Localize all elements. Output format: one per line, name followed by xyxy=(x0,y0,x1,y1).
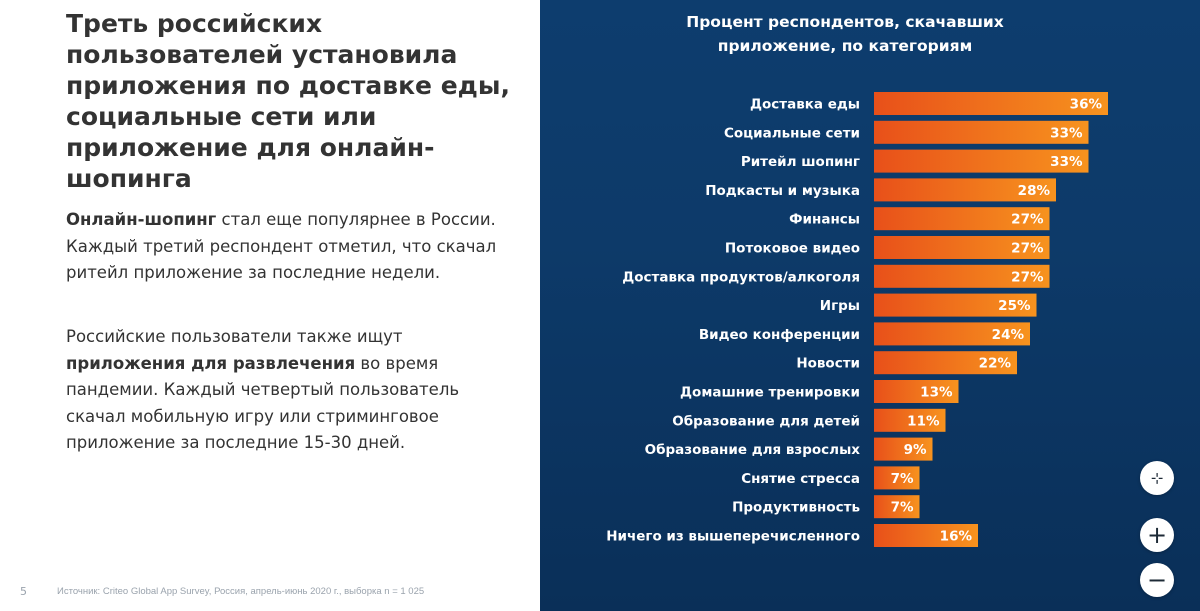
value-label: 16% xyxy=(940,529,973,545)
value-label: 13% xyxy=(920,385,953,401)
category-label: Снятие стресса xyxy=(741,471,860,487)
category-label: Ритейл шопинг xyxy=(741,154,860,170)
chart-title: Процент респондентов, скачавших приложен… xyxy=(686,13,1004,55)
value-label: 36% xyxy=(1070,97,1103,113)
category-label: Финансы xyxy=(789,212,860,228)
category-label: Подкасты и музыка xyxy=(705,183,860,199)
value-label: 28% xyxy=(1018,183,1051,199)
paragraph-bold: Онлайн-шопинг xyxy=(66,210,217,229)
bar xyxy=(874,264,1050,288)
value-label: 9% xyxy=(904,442,927,458)
minus-icon: − xyxy=(1146,566,1168,594)
text-panel: Треть российских пользователей установил… xyxy=(0,0,540,611)
category-label: Ничего из вышеперечисленного xyxy=(606,529,860,545)
category-label: Новости xyxy=(796,356,860,372)
paragraph-bold: приложения для развлечения xyxy=(66,353,356,373)
value-label: 22% xyxy=(979,356,1012,372)
value-label: 27% xyxy=(1011,269,1044,285)
value-label: 11% xyxy=(907,413,940,429)
bar xyxy=(874,293,1037,317)
category-label: Доставка еды xyxy=(750,97,860,113)
category-label: Потоковое видео xyxy=(725,241,860,257)
page-number: 5 xyxy=(20,585,27,598)
paragraph-text-before: Российские пользователи также ищут xyxy=(66,327,403,346)
bar xyxy=(874,495,920,519)
paragraph-online-shopping: Онлайн-шопинг стал еще популярнее в Росс… xyxy=(66,207,516,287)
value-label: 24% xyxy=(992,327,1025,343)
zoom-out-button[interactable]: − xyxy=(1140,563,1174,597)
zoom-in-button[interactable]: + xyxy=(1140,518,1174,552)
value-label: 33% xyxy=(1050,125,1083,141)
value-label: 27% xyxy=(1011,212,1044,228)
category-label: Игры xyxy=(820,298,860,314)
bar xyxy=(874,322,1030,346)
bar-chart: Доставка еды 36% Социальные сети 33% Ритейл … xyxy=(606,92,1108,547)
bar xyxy=(874,466,920,490)
bar xyxy=(874,92,1108,115)
category-label: Доставка продуктов/алкоголя xyxy=(622,269,860,285)
source-note: Источник: Criteo Global App Survey, Росс… xyxy=(57,586,425,597)
collapse-icon: ⊹ xyxy=(1150,469,1164,487)
value-label: 33% xyxy=(1050,154,1083,170)
value-label: 7% xyxy=(891,500,914,516)
bar xyxy=(874,437,933,461)
value-label: 25% xyxy=(998,298,1031,314)
bar xyxy=(874,149,1089,173)
bar xyxy=(874,351,1017,375)
plus-icon: + xyxy=(1146,521,1168,549)
category-label: Образование для взрослых xyxy=(645,442,861,458)
value-label: 7% xyxy=(891,471,914,487)
bar xyxy=(874,408,946,432)
bar xyxy=(874,524,978,547)
value-label: 27% xyxy=(1011,241,1044,257)
bar xyxy=(874,207,1050,231)
category-label: Продуктивность xyxy=(732,500,860,516)
paragraph-text-after: во время пандемии. Каждый четвертый поль… xyxy=(66,353,460,453)
category-label: Социальные сети xyxy=(724,125,860,141)
bar xyxy=(874,380,959,403)
paragraph-text: стал еще популярнее в России. Каждый тре… xyxy=(66,210,497,282)
bar xyxy=(874,236,1050,259)
fit-view-button[interactable]: ⊹ xyxy=(1140,461,1174,495)
chart-panel: Процент респондентов, скачавших приложен… xyxy=(540,0,1200,611)
paragraph-entertainment: Российские пользователи также ищут прило… xyxy=(66,324,516,457)
bar xyxy=(874,178,1056,202)
bar xyxy=(874,120,1089,144)
category-label: Домашние тренировки xyxy=(680,385,860,401)
headline: Треть российских пользователей установил… xyxy=(66,9,510,193)
category-label: Образование для детей xyxy=(672,413,860,429)
category-label: Видео конференции xyxy=(699,327,860,343)
